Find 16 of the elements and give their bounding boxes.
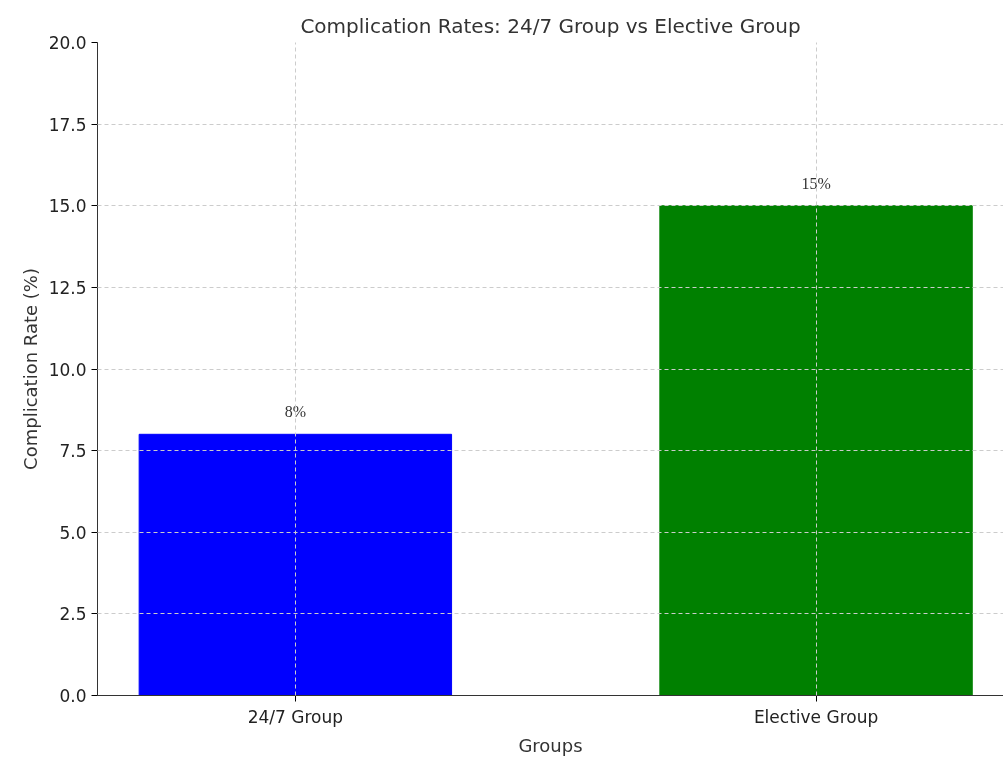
y-tick-label: 12.5: [48, 277, 87, 298]
data-label: 8%: [284, 403, 307, 421]
y-tick-label: 15.0: [48, 196, 87, 217]
y-tick-label: 5.0: [59, 522, 87, 543]
chart-title: Complication Rates: 24/7 Group vs Elective Group: [300, 13, 801, 38]
x-tick-label: 24/7 Group: [247, 706, 344, 727]
y-axis-title: Complication Rate (%): [19, 268, 41, 470]
y-tick-label: 10.0: [48, 359, 87, 380]
y-tick-label: 0.0: [59, 686, 87, 706]
y-tick-label: 7.5: [59, 441, 87, 462]
y-tick-label: 17.5: [48, 114, 87, 135]
y-tick-label: 2.5: [59, 604, 87, 625]
data-label: 15%: [801, 174, 831, 192]
y-tick-label: 20.0: [48, 33, 87, 53]
x-axis-title: Groups: [518, 734, 583, 756]
x-tick-label: Elective Group: [753, 706, 879, 727]
